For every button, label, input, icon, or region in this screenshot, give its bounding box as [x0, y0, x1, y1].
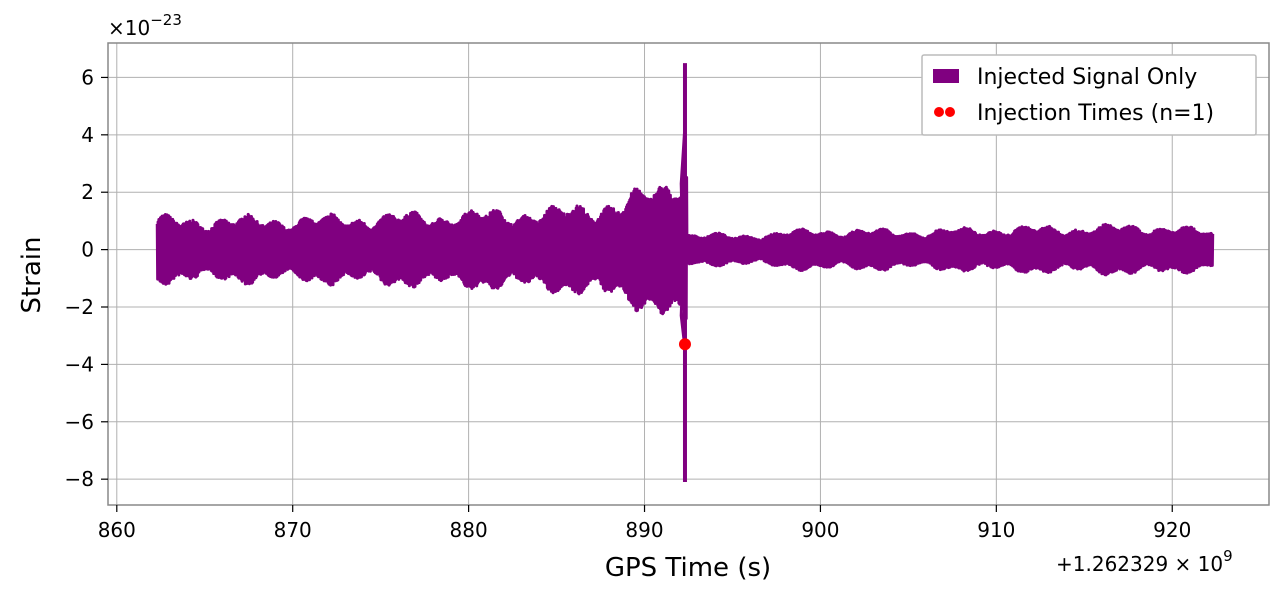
y-tick-label: 0	[81, 238, 94, 262]
y-tick-label: 2	[81, 180, 94, 204]
y-tick-label: 6	[81, 65, 94, 89]
y-tick-label: −2	[65, 295, 94, 319]
y-scale-label: ×10−23	[108, 11, 182, 40]
x-axis-ticks: 860 870 880 890 900 910 920	[98, 505, 1191, 542]
injection-point	[678, 338, 691, 351]
y-tick-label: −6	[65, 410, 94, 434]
y-scale-base: ×10	[108, 16, 150, 40]
merger-chirp	[679, 117, 685, 353]
x-offset-exponent: 9	[1223, 547, 1233, 565]
y-tick-label: −8	[65, 467, 94, 491]
x-tick-label: 890	[625, 518, 663, 542]
y-axis-label: Strain	[17, 236, 47, 313]
legend-marker-injection-1	[934, 107, 944, 117]
x-tick-label: 920	[1153, 518, 1191, 542]
legend: Injected Signal Only Injection Times (n=…	[921, 54, 1257, 136]
x-offset-label: +1.262329 × 109	[1056, 547, 1233, 576]
x-axis-label: GPS Time (s)	[605, 553, 771, 583]
y-axis-ticks: 6 4 2 0 −2 −4 −6 −8	[65, 65, 108, 491]
x-tick-label: 910	[977, 518, 1015, 542]
y-scale-exponent: −23	[150, 11, 182, 29]
series-injection-times	[678, 338, 691, 351]
legend-box	[921, 54, 1257, 136]
legend-marker-injection-2	[945, 107, 955, 117]
x-tick-label: 900	[801, 518, 839, 542]
y-tick-label: 4	[81, 123, 94, 147]
legend-label-injection: Injection Times (n=1)	[977, 101, 1214, 126]
x-tick-label: 860	[98, 518, 136, 542]
x-offset-base: +1.262329 × 10	[1056, 552, 1223, 576]
y-tick-label: −4	[65, 352, 94, 376]
series-injected-signal	[155, 63, 1215, 483]
plot-frame	[107, 42, 1270, 506]
legend-swatch-signal	[933, 69, 959, 83]
x-tick-label: 880	[450, 518, 488, 542]
x-tick-label: 870	[274, 518, 312, 542]
legend-label-signal: Injected Signal Only	[977, 65, 1197, 90]
